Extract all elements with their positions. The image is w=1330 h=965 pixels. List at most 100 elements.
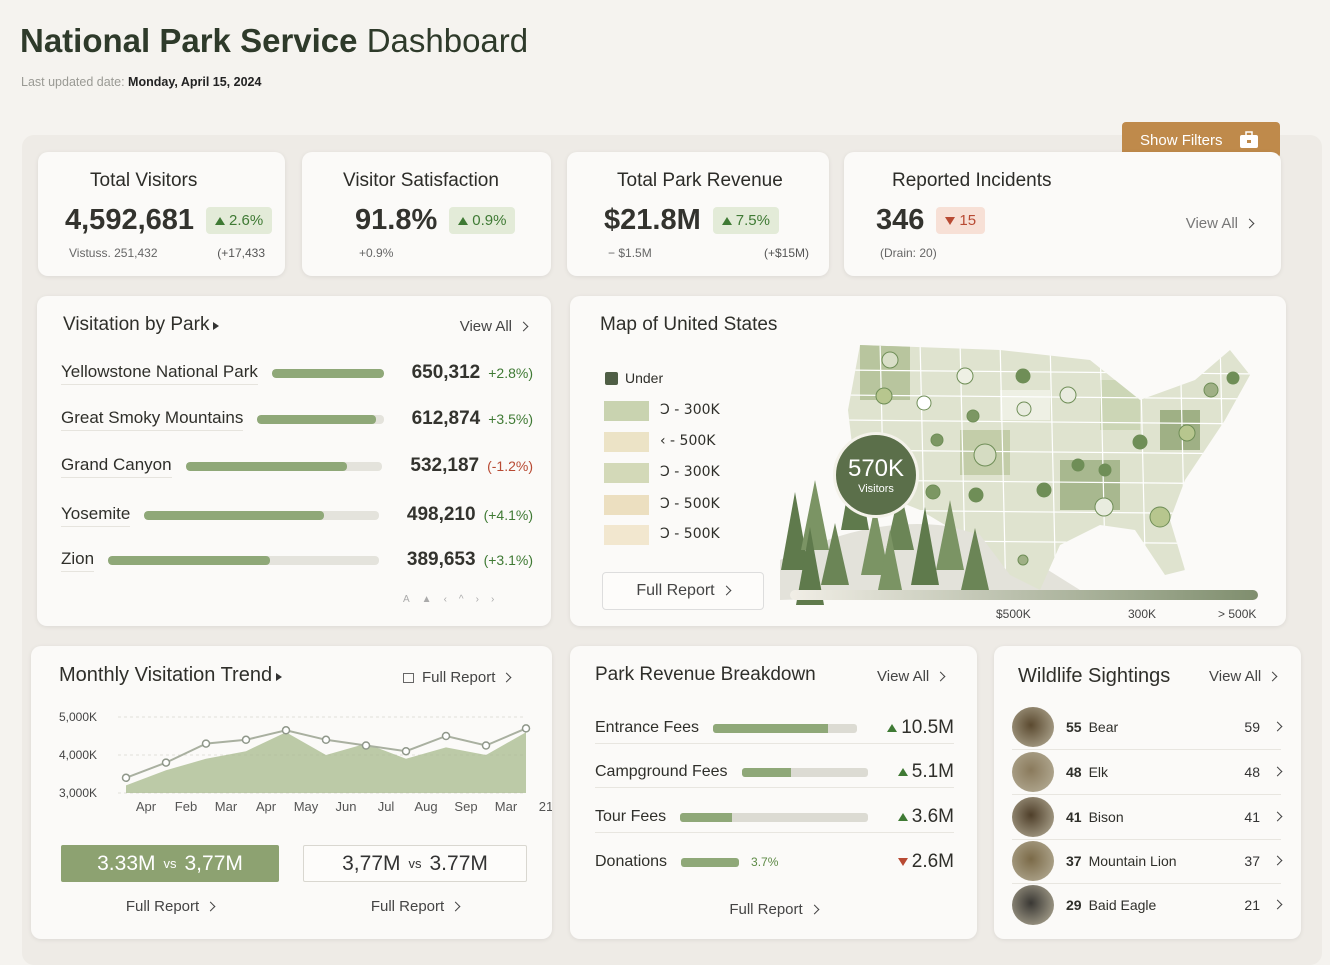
wildlife-row: 55 Bear 59 [1012,705,1283,750]
trend-point [201,739,211,748]
bar-fill [257,414,377,424]
pager-item[interactable]: ▲ [421,594,432,605]
revenue-name: Donations [595,853,668,870]
animal-name: Bison [1088,809,1124,825]
kpi-sub-left: − $1.5M [608,246,652,260]
wildlife-row: 48 Elk 48 [1012,750,1283,795]
full-report-link[interactable]: Full Report [303,898,527,915]
sighting-count: 37 [1066,853,1082,869]
chevron[interactable] [1272,899,1283,909]
link-text: View All [459,318,512,335]
revenue-value: 5.1M [897,761,954,783]
full-report-link[interactable]: Full Report [61,898,279,915]
bar-fill [185,461,347,471]
kpi-value-row: 91.8% 0.9% [355,204,516,237]
kpi-change: 7.5% [712,207,779,234]
chevron[interactable] [1272,855,1283,865]
revenue-value-text: 2.6M [911,851,954,872]
animal-avatar [1012,707,1054,747]
kpi-change: 0.9% [449,207,516,234]
pager-item[interactable]: › [490,594,495,605]
chevron[interactable] [1272,766,1283,776]
kpi-value: 346 [876,204,925,236]
pager-item[interactable]: ^ [458,594,464,605]
kpi-title: Visitor Satisfaction [343,170,499,191]
legend-label: ‹ - 500K [660,433,716,449]
sighting-count: 41 [1066,809,1082,825]
trend-point [321,735,331,745]
kpi-title: Total Park Revenue [617,170,783,191]
bar-track [681,857,740,867]
report-icon [403,673,414,684]
pager-item[interactable]: › [475,594,479,605]
card: Wildlife Sightings View All 55 Bear 59 48 Elk 4… [994,646,1301,939]
link-text: View All [1185,215,1238,232]
chevron [1267,671,1278,681]
full-report-button[interactable]: Full Report [602,572,764,610]
x-tick-label: 21 [539,799,552,814]
comparison-vs: vs [163,856,177,871]
kpi-value: 91.8% [355,204,438,236]
pager-item[interactable]: ‹ [443,594,447,605]
chevron [518,321,529,331]
trend-chart: 3,000K 4,000K 5,000K Apr Feb Mar Apr May Jun Jul A… [59,710,552,814]
wildlife-row: 37 Mountain Lion 37 [1012,839,1283,884]
kpi-title: Total Visitors [90,170,198,191]
sighting-total: 37 [1244,853,1260,869]
park-change: (+3.1%) [483,552,533,568]
comparison-left: 3,77M [342,851,401,875]
card: Visitation by Park View All Yellowstone Na… [37,296,551,626]
animal-avatar [1012,885,1054,925]
title-text: Visitation by Park [63,314,210,335]
legend-swatch [604,401,649,421]
legend-title-text: Under [625,370,664,386]
kpi-sub-right: (+$15M) [763,246,809,260]
chevron [205,901,216,911]
kpi-change-text: 7.5% [735,212,770,229]
park-change: +3.5%) [488,411,533,427]
animal-name: Bear [1088,719,1119,735]
trend-point [161,758,171,767]
view-all-link[interactable]: View All [877,668,946,685]
x-tick-label: May [294,799,319,814]
legend-label: Ↄ - 500K [660,526,720,542]
kpi-sub-left: +0.9% [359,246,394,260]
park-value: 650,312 [411,362,481,383]
trend-point [361,741,371,750]
revenue-name: Campground Fees [595,763,728,780]
chevron [501,672,512,682]
view-all-link[interactable]: View All [1185,215,1255,232]
comparison-box: 3.33M vs 3,77M [61,845,279,882]
comparison-right: 3,77M [184,851,243,875]
chevron[interactable] [1272,811,1283,821]
view-all-link[interactable]: View All [1209,668,1278,685]
legend-swatch [604,463,649,483]
park-name: Great Smoky Mountains [61,408,244,431]
title-text: Monthly Visitation Trend [59,664,273,686]
title-triangle [276,673,283,681]
down-arrow [945,216,956,225]
kpi-value-row: 346 15 [876,204,986,237]
updated: Last updated date: Monday, April 15, 202… [21,75,261,89]
animal-name: Elk [1088,764,1109,780]
trend-area [126,732,526,793]
kpi-value: $21.8M [604,204,701,236]
x-tick-label: Mar [215,799,238,814]
sighting-total: 59 [1244,719,1260,735]
chevron[interactable] [1272,721,1283,731]
sighting-count: 55 [1066,719,1082,735]
card-title: Map of United States [600,314,778,335]
full-report-link[interactable]: Full Report [570,901,977,918]
revenue-value-text: 3.6M [911,806,954,827]
wildlife-row: 41 Bison 41 [1012,795,1283,840]
revenue-value: 3.6M [897,806,954,828]
pager-item[interactable]: A [403,594,410,605]
updated-label: Last updated date: [21,75,125,89]
trend-point [521,724,531,733]
full-report-link[interactable]: Full Report [403,669,512,686]
kpi-title: Reported Incidents [892,170,1052,191]
title-rest: Dashboard [366,22,529,59]
trend-point [481,741,491,750]
view-all-link[interactable]: View All [459,318,529,335]
